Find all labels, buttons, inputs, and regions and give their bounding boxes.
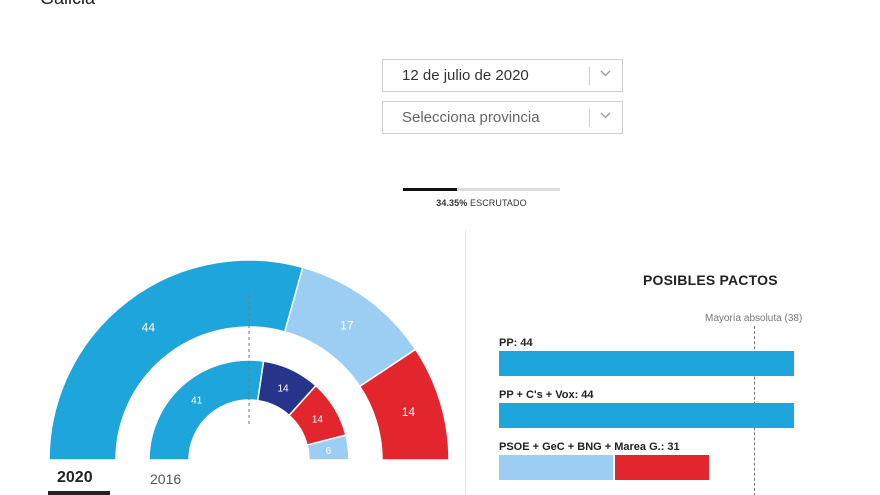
active-year-indicator xyxy=(48,491,110,495)
date-select[interactable]: 12 de julio de 2020 xyxy=(382,59,623,92)
outer-ring-2020: 44 17 14 xyxy=(48,259,450,461)
scrutiny-progress-fill xyxy=(403,188,457,191)
province-select[interactable]: Selecciona provincia xyxy=(382,101,623,134)
pacts-title: POSIBLES PACTOS xyxy=(643,272,778,288)
outer-ring-2020-segment-2[interactable] xyxy=(358,348,450,461)
year-tab-2016[interactable]: 2016 xyxy=(150,471,182,487)
inner-ring-2016-seat-label-1: 14 xyxy=(277,384,289,395)
inner-ring-2016-segment-0[interactable] xyxy=(148,359,265,461)
outer-ring-2020-seat-label-2: 14 xyxy=(402,405,416,419)
pact-bar-segment xyxy=(499,455,613,480)
select-divider xyxy=(589,109,590,127)
inner-ring-2016-seat-label-3: 6 xyxy=(326,446,332,457)
majority-label: Mayoría absoluta (38) xyxy=(705,313,803,324)
pact-row: PSOE + GeC + BNG + Marea G.: 31 xyxy=(499,441,799,480)
inner-ring-2016-seat-label-0: 41 xyxy=(191,395,203,406)
pact-label: PP: 44 xyxy=(499,337,533,349)
date-select-value: 12 de julio de 2020 xyxy=(402,67,529,84)
pact-bar-segment xyxy=(499,351,794,376)
pact-bar-segment xyxy=(614,455,709,480)
pact-bar xyxy=(499,351,799,376)
scrutiny-progress-bar xyxy=(403,188,560,191)
hemicycle-chart: 44 17 14 41 14 14 6 xyxy=(48,259,450,461)
pact-label: PP + C's + Vox: 44 xyxy=(499,389,594,401)
pact-bar-segment xyxy=(499,403,794,428)
pact-row: PP + C's + Vox: 44 xyxy=(499,389,799,428)
outer-ring-2020-seat-label-0: 44 xyxy=(142,320,156,334)
inner-ring-2016: 41 14 14 6 xyxy=(148,359,350,461)
year-tab-2020[interactable]: 2020 xyxy=(57,469,93,486)
inner-ring-2016-seat-label-2: 14 xyxy=(312,415,324,426)
inner-ring-2016-segment-3[interactable] xyxy=(306,434,350,461)
chevron-down-icon xyxy=(600,70,611,77)
page-title: Galicia xyxy=(40,0,95,9)
pact-row: PP: 44 xyxy=(499,337,799,376)
pact-bar xyxy=(499,455,799,480)
scrutiny-label: 34.35% ESCRUTADO xyxy=(403,198,560,208)
pact-label: PSOE + GeC + BNG + Marea G.: 31 xyxy=(499,441,680,453)
select-divider xyxy=(589,67,590,85)
column-divider xyxy=(465,230,466,495)
province-select-placeholder: Selecciona provincia xyxy=(402,109,540,126)
scrutiny-percent: 34.35% xyxy=(436,198,468,208)
outer-ring-2020-seat-label-1: 17 xyxy=(340,318,354,332)
pact-bar xyxy=(499,403,799,428)
chevron-down-icon xyxy=(600,112,611,119)
scrutiny-suffix: ESCRUTADO xyxy=(469,198,527,208)
outer-ring-2020-segment-0[interactable] xyxy=(48,259,304,461)
